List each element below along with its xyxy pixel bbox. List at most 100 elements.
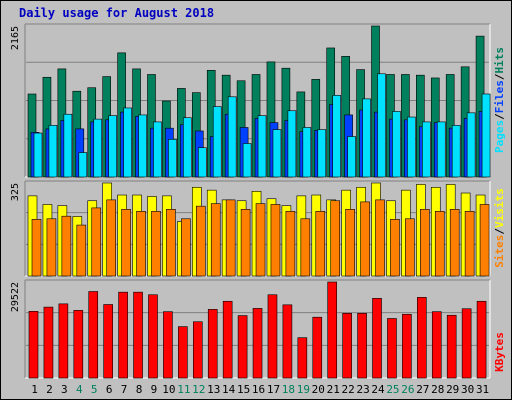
- sites-bar: [76, 224, 87, 277]
- day-label: 10: [162, 383, 175, 396]
- sites-bar: [31, 219, 42, 277]
- pages-bar: [287, 110, 297, 178]
- day-label: 8: [136, 383, 143, 396]
- day-label: 5: [91, 383, 98, 396]
- kbytes-bar: [178, 326, 188, 379]
- sites-bar: [315, 211, 326, 277]
- sites-bar: [420, 209, 430, 277]
- kbytes-bar: [58, 303, 69, 379]
- kbytes-bar: [297, 337, 308, 379]
- legend-sites-visits: Sites/Visits: [493, 188, 506, 268]
- legend-pages-files-hits-part: /: [493, 113, 506, 120]
- kbytes-bar: [133, 291, 143, 379]
- pages-bar: [451, 125, 461, 178]
- kbytes-bar: [163, 311, 173, 379]
- pages-bar: [168, 139, 177, 178]
- pages-bar: [347, 136, 356, 178]
- kbytes-bar: [207, 309, 218, 379]
- sites-bar: [151, 211, 161, 277]
- day-label: 30: [461, 383, 474, 396]
- day-label: 18: [282, 383, 295, 396]
- kbytes-bar: [431, 311, 442, 379]
- pages-bar: [78, 152, 88, 178]
- kbytes-bar: [252, 308, 263, 379]
- y-max-label: 2165: [10, 26, 21, 50]
- pages-bar: [272, 129, 282, 178]
- kbytes-bar: [103, 304, 113, 379]
- sites-bar: [91, 207, 102, 277]
- sites-bar: [479, 204, 490, 277]
- day-label: 27: [416, 383, 429, 396]
- sites-bar: [136, 211, 146, 277]
- kbytes-bar: [28, 311, 39, 379]
- sites-bar: [225, 199, 236, 277]
- pages-bar: [407, 116, 416, 178]
- pages-bar: [123, 107, 132, 178]
- kbytes-bar: [446, 314, 457, 379]
- kbytes-bar: [312, 316, 323, 379]
- kbytes-bar: [192, 321, 203, 379]
- day-label: 13: [207, 383, 220, 396]
- sites-bar: [210, 203, 221, 277]
- kbytes-bar: [43, 306, 54, 379]
- day-label: 26: [401, 383, 414, 396]
- chart-title: Daily usage for August 2018: [19, 6, 215, 20]
- sites-bar: [285, 211, 296, 277]
- pages-bar: [48, 125, 58, 178]
- sites-bar: [255, 203, 266, 277]
- pages-bar: [242, 143, 252, 178]
- sites-bar: [405, 218, 415, 277]
- pages-bar: [108, 115, 117, 178]
- kbytes-bar: [267, 294, 278, 379]
- kbytes-bar: [372, 298, 382, 379]
- day-label: 21: [327, 383, 340, 396]
- kbytes-bar: [237, 315, 248, 379]
- day-label: 6: [106, 383, 113, 396]
- day-label: 29: [446, 383, 459, 396]
- legend-pages-files-hits-part: Pages: [493, 120, 506, 153]
- day-label: 1: [31, 383, 38, 396]
- pages-bar: [422, 121, 431, 178]
- sites-bar: [121, 209, 131, 277]
- pages-bar: [481, 93, 491, 178]
- day-label: 15: [237, 383, 250, 396]
- day-label: 11: [177, 383, 190, 396]
- day-label: 28: [431, 383, 444, 396]
- pages-bar: [212, 106, 222, 178]
- legend-pages-files-hits: Pages/Files/Hits: [493, 47, 506, 153]
- pages-bar: [138, 114, 147, 178]
- day-label: 16: [252, 383, 265, 396]
- sites-bar: [300, 218, 311, 277]
- day-label: 22: [342, 383, 355, 396]
- sites-bar: [240, 209, 251, 277]
- pages-bar: [153, 121, 162, 178]
- sites-bar: [166, 209, 176, 277]
- y-max-label: 325: [10, 183, 21, 201]
- pages-bar: [63, 113, 73, 178]
- kbytes-bar: [282, 304, 293, 379]
- kbytes-bar: [88, 291, 99, 379]
- day-label: 2: [46, 383, 53, 396]
- kbytes-bar: [148, 294, 158, 379]
- pages-bar: [466, 112, 476, 178]
- legend-pages-files-hits-part: Hits: [493, 47, 506, 74]
- sites-bar: [360, 201, 370, 277]
- legend-sites-visits-part: /: [493, 228, 506, 235]
- day-label: 19: [297, 383, 310, 396]
- day-label: 4: [76, 383, 83, 396]
- day-label: 24: [371, 383, 385, 396]
- day-label: 9: [151, 383, 158, 396]
- pages-bar: [317, 129, 327, 178]
- day-label: 31: [476, 383, 489, 396]
- kbytes-bar: [402, 313, 412, 379]
- y-max-label: 29522: [10, 282, 21, 312]
- pages-bar: [197, 147, 207, 178]
- kbytes-bar: [73, 310, 84, 379]
- pages-bar: [436, 121, 446, 178]
- pages-bar: [362, 98, 371, 178]
- kbytes-bar: [417, 297, 427, 379]
- sites-bar: [61, 215, 72, 277]
- sites-bar: [46, 218, 57, 277]
- sites-bar: [390, 219, 400, 277]
